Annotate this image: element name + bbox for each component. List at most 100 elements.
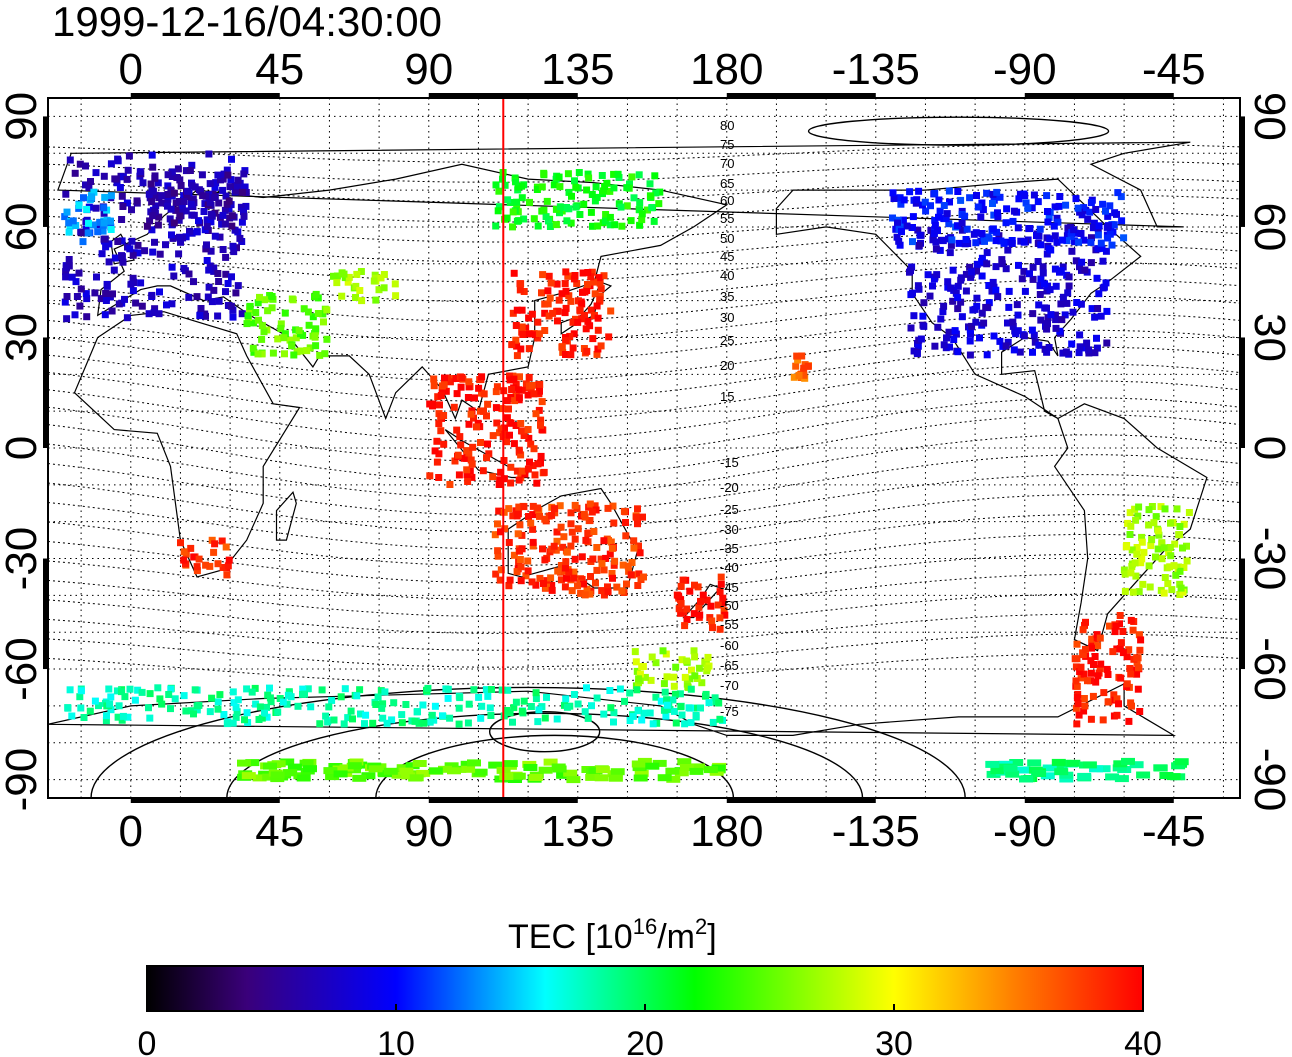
tec-cell — [309, 313, 317, 321]
tec-cell — [214, 312, 222, 320]
tec-cell — [498, 405, 506, 413]
tec-cell — [191, 183, 199, 191]
tec-cell — [1109, 648, 1117, 656]
tec-cell — [946, 198, 953, 206]
tec-cell — [497, 566, 505, 574]
tec-cell — [1051, 758, 1066, 766]
tec-cell — [1087, 238, 1095, 246]
tec-cell — [541, 309, 549, 317]
tec-cell — [138, 302, 146, 310]
tec-cell — [621, 697, 628, 705]
tec-cell — [1044, 218, 1052, 226]
tec-cell — [513, 467, 521, 475]
tec-cell — [440, 381, 448, 389]
frame-segment — [726, 798, 876, 803]
tec-cell — [598, 560, 606, 568]
tec-cell — [534, 718, 542, 726]
tec-cell — [446, 481, 454, 488]
tec-cell — [1064, 224, 1072, 232]
tec-cell — [150, 309, 158, 316]
tec-cell — [1066, 759, 1081, 767]
tec-cell — [792, 362, 800, 370]
tec-cell — [944, 278, 952, 286]
tec-cell — [64, 704, 72, 712]
tec-cell — [267, 698, 275, 706]
tec-cell — [63, 315, 71, 323]
tec-cell — [567, 542, 575, 550]
tec-cell — [85, 183, 93, 191]
tec-cell — [229, 313, 237, 321]
tec-cell — [148, 226, 156, 234]
tec-cell — [1061, 311, 1069, 319]
tec-cell — [536, 512, 543, 520]
tec-cell — [156, 695, 164, 703]
tec-cell — [1045, 344, 1053, 351]
longitude-label-top: -90 — [993, 45, 1057, 94]
tec-cell — [946, 249, 954, 257]
tec-cell — [968, 322, 976, 330]
tec-cell — [565, 188, 573, 196]
tec-cell — [571, 177, 578, 185]
tec-cell — [926, 292, 934, 300]
tec-cell — [1103, 665, 1111, 673]
tec-cell — [942, 215, 950, 222]
tec-cell — [1097, 312, 1105, 320]
tec-cell — [513, 352, 521, 360]
tec-cell — [416, 769, 431, 777]
tec-cell — [77, 704, 85, 712]
tec-cell — [1160, 589, 1168, 597]
tec-cell — [517, 563, 525, 571]
tec-cell — [503, 414, 511, 422]
tec-cell — [538, 289, 545, 297]
tec-cell — [1004, 246, 1012, 254]
tec-cell — [958, 219, 966, 227]
tec-cell — [198, 171, 206, 179]
tec-cell — [691, 653, 699, 661]
tec-cell — [252, 774, 267, 782]
tec-cell — [379, 714, 387, 722]
tec-cell — [187, 200, 195, 208]
tec-cell — [196, 312, 204, 320]
tec-cell — [372, 296, 380, 304]
tec-cell — [352, 774, 367, 782]
tec-cell — [222, 253, 230, 261]
tec-cell — [1091, 349, 1099, 357]
tec-cell — [1135, 631, 1143, 639]
tec-cell — [650, 217, 658, 225]
tec-cell — [297, 347, 305, 355]
frame-segment — [1240, 558, 1245, 670]
tec-cell — [222, 192, 230, 200]
tec-cell — [935, 213, 942, 221]
contour-label: -75 — [720, 704, 739, 719]
tec-cell — [274, 708, 282, 716]
tec-cell — [503, 214, 511, 222]
tec-cell — [672, 719, 680, 727]
tec-cell — [1059, 236, 1066, 244]
tec-cell — [590, 278, 598, 286]
tec-cell — [690, 704, 698, 712]
tec-cell — [301, 690, 308, 698]
tec-cell — [531, 471, 539, 479]
tec-cell — [495, 203, 503, 211]
tec-cell — [155, 310, 163, 318]
tec-cell — [1133, 550, 1141, 558]
tec-cell — [155, 213, 163, 221]
tec-cell — [596, 292, 604, 300]
tec-cell — [180, 548, 188, 556]
tec-cell — [683, 605, 691, 613]
tec-cell — [677, 582, 685, 590]
tec-cell — [269, 349, 277, 357]
tec-cell — [138, 688, 146, 696]
tec-cell — [795, 371, 803, 379]
tec-cell — [295, 327, 303, 335]
tec-cell — [524, 557, 532, 565]
tec-cell — [532, 331, 540, 339]
frame-segment — [726, 93, 876, 98]
tec-cell — [1069, 308, 1077, 316]
tec-cell — [90, 188, 98, 196]
tec-cell — [588, 767, 603, 775]
tec-cell — [71, 311, 79, 319]
tec-cell — [1073, 655, 1081, 663]
tec-cell — [961, 240, 969, 248]
tec-cell — [62, 273, 70, 281]
